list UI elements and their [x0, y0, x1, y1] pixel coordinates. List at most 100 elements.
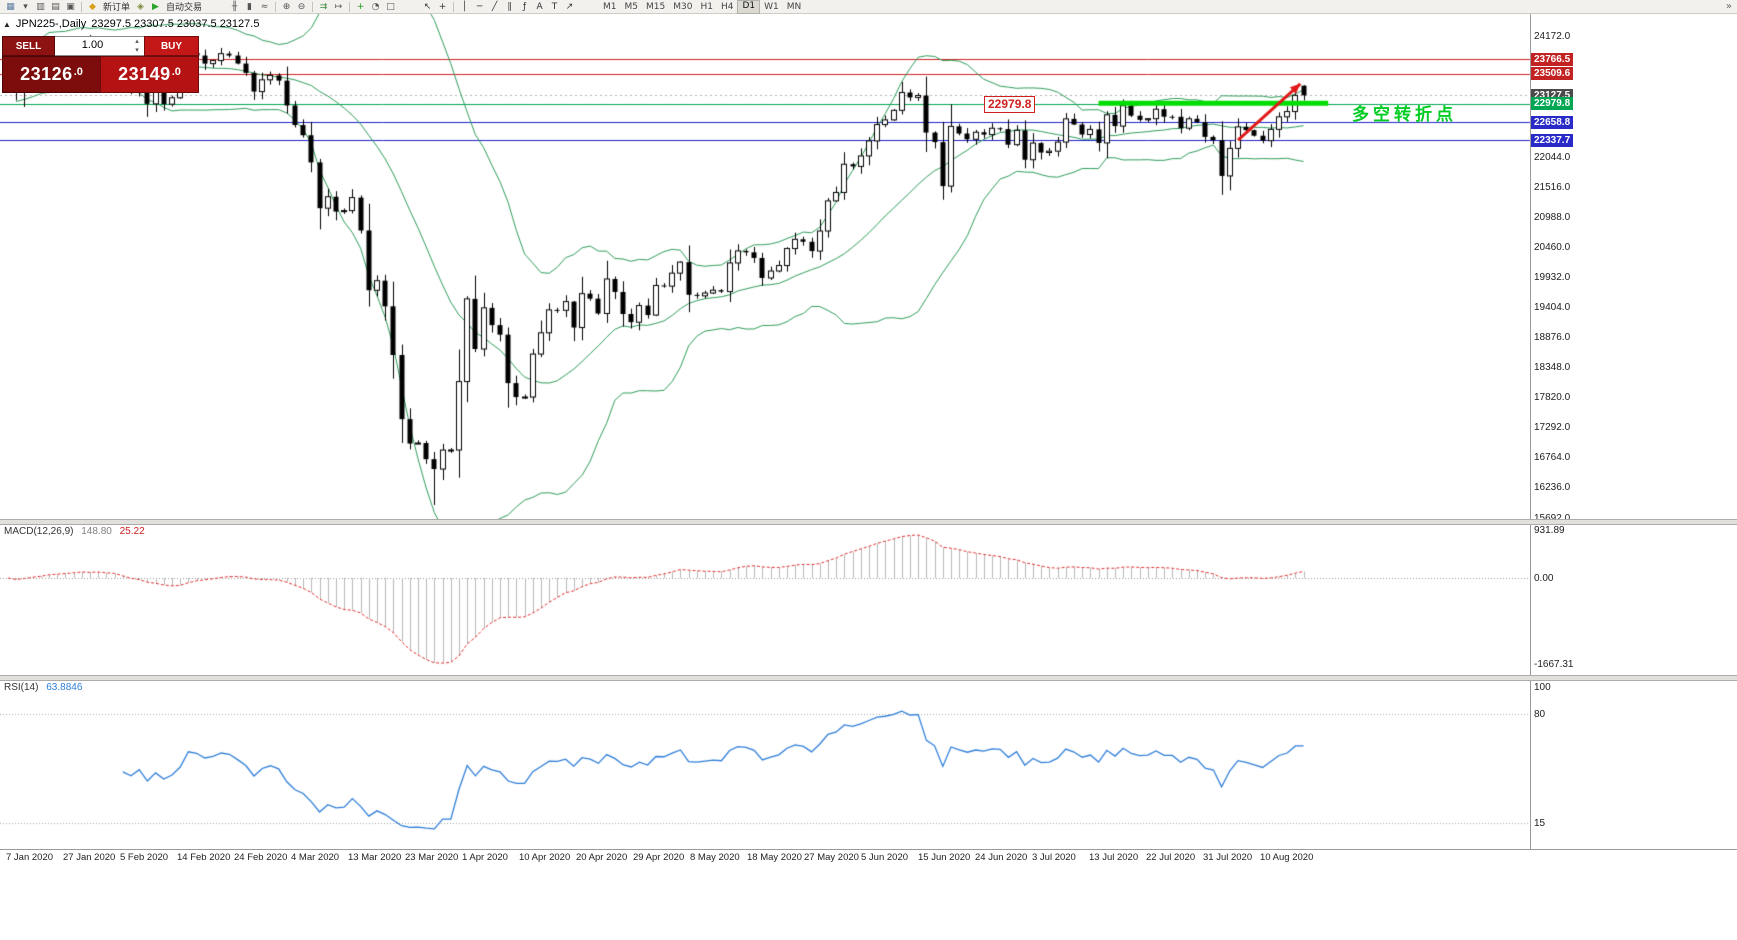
toolbar-overflow-icon[interactable]: » [1725, 1, 1732, 12]
date-label: 31 Jul 2020 [1203, 852, 1253, 863]
date-label: 29 Apr 2020 [633, 852, 685, 863]
zoom-in-icon[interactable]: ⊕ [282, 1, 291, 12]
timeframe-m1[interactable]: M1 [603, 1, 617, 12]
line-chart-icon[interactable]: ≈ [260, 1, 269, 12]
rsi-panel-splitter[interactable] [0, 675, 1737, 681]
trendline-icon[interactable]: ╱ [491, 1, 498, 12]
chart-ohlc-values: 23297.5 23307.5 23037.5 23127.5 [91, 18, 260, 30]
autotrading-button[interactable]: 自动交易 [166, 3, 203, 13]
macd-scale-top: 931.89 [1534, 525, 1565, 536]
buy-price-value: 23149 [118, 64, 171, 84]
date-label: 24 Jun 2020 [975, 852, 1028, 863]
market-watch-icon[interactable]: ▥ [36, 1, 45, 12]
rsi-scale-label: 100 [1534, 682, 1551, 693]
price-scale-label: 17292.0 [1534, 422, 1571, 434]
auto-scroll-icon[interactable]: ⇉ [319, 1, 328, 12]
collapse-panel-icon[interactable]: ▲ [3, 19, 11, 29]
metaeditor-icon[interactable]: ◈ [137, 1, 144, 12]
one-click-trading-panel: SELL 1.00 ▴ ▾ BUY 23126.0 23149.0 [2, 36, 199, 93]
price-marker-pivot-green: 22979.8 [1531, 97, 1574, 111]
timeframe-w1[interactable]: W1 [764, 1, 779, 12]
indicators-icon[interactable]: + [356, 1, 365, 12]
periods-icon[interactable]: ◔ [371, 1, 380, 12]
timeframe-m5[interactable]: M5 [624, 1, 639, 12]
volume-up-icon[interactable]: ▴ [135, 37, 139, 45]
timeframe-m30[interactable]: M30 [673, 1, 693, 12]
turning-point-label[interactable]: 多空转折点 [1352, 105, 1457, 124]
fibonacci-icon[interactable]: ƒ [522, 1, 527, 12]
navigator-icon[interactable]: ▤ [51, 1, 60, 12]
rsi-value: 63.8846 [46, 682, 83, 693]
text-icon[interactable]: A [536, 1, 543, 12]
macd-scale-zero: 0.00 [1534, 573, 1554, 584]
volume-field[interactable]: 1.00 ▴ ▾ [55, 36, 144, 56]
timeframe-m15[interactable]: M15 [646, 1, 666, 12]
sell-price-value: 23126 [20, 64, 73, 84]
text-label-icon[interactable]: T [551, 1, 558, 12]
crosshair-icon[interactable]: + [438, 1, 447, 12]
price-scale-label: 20988.0 [1534, 211, 1571, 223]
date-label: 27 May 2020 [804, 852, 859, 863]
price-scale-label: 15692.0 [1534, 513, 1570, 524]
volume-value[interactable]: 1.00 [81, 39, 104, 51]
date-label: 5 Feb 2020 [120, 852, 169, 863]
new-order-button[interactable]: 新订单 [103, 3, 131, 13]
price-scale-label: 24172.0 [1534, 31, 1571, 42]
sell-button[interactable]: SELL [2, 36, 55, 56]
price-axis-border [1530, 14, 1531, 850]
price-scale-label: 21516.0 [1534, 181, 1571, 193]
macd-signal-value: 25.22 [119, 526, 145, 537]
timeframe-h1[interactable]: H1 [700, 1, 713, 12]
sell-price-decimal: .0 [73, 65, 83, 78]
price-scale-label: 18876.0 [1534, 332, 1571, 344]
rsi-indicator-label: RSI(14) 63.8846 [4, 682, 82, 693]
sell-price-display[interactable]: 23126.0 [2, 56, 100, 93]
price-marker-resistance-upper: 23766.5 [1531, 52, 1574, 66]
buy-button[interactable]: BUY [144, 36, 199, 56]
price-scale-label: 19932.0 [1534, 271, 1571, 283]
templates-icon[interactable]: □ [386, 1, 395, 12]
price-callout-label[interactable]: 22979.8 [984, 96, 1036, 113]
price-scale-label: 19404.0 [1534, 302, 1571, 313]
toolbar-separator [312, 1, 314, 12]
price-marker-support-lower: 22337.7 [1531, 133, 1574, 147]
autotrading-icon[interactable]: ▶ [152, 1, 159, 12]
date-label: 5 Jun 2020 [861, 852, 909, 863]
horizontal-line-icon[interactable]: ─ [476, 1, 483, 12]
date-label: 10 Apr 2020 [519, 852, 571, 863]
arrows-icon[interactable]: ↗ [565, 1, 574, 12]
zoom-out-icon[interactable]: ⊖ [297, 1, 306, 12]
volume-down-icon[interactable]: ▾ [135, 46, 139, 54]
date-label: 24 Feb 2020 [234, 852, 288, 863]
timeframe-h4[interactable]: H4 [720, 1, 734, 12]
terminal-icon[interactable]: ▣ [66, 1, 75, 12]
profiles-icon[interactable]: ▾ [23, 1, 28, 12]
macd-panel-splitter[interactable] [0, 519, 1737, 525]
buy-price-display[interactable]: 23149.0 [100, 56, 199, 93]
time-axis-border [0, 849, 1737, 850]
price-scale-label: 16236.0 [1534, 482, 1571, 494]
channel-icon[interactable]: ∥ [507, 1, 512, 12]
price-scale-label: 20460.0 [1534, 241, 1571, 253]
cursor-icon[interactable]: ↖ [423, 1, 432, 12]
candlestick-chart-icon[interactable]: ▮ [247, 1, 252, 12]
bar-chart-icon[interactable]: ╫ [231, 1, 238, 12]
timeframe-d1[interactable]: D1 [737, 0, 761, 14]
date-label: 7 Jan 2020 [6, 852, 54, 863]
vertical-line-icon[interactable]: │ [461, 1, 468, 12]
timeframe-mn[interactable]: MN [786, 1, 802, 12]
new-chart-icon[interactable]: ▦ [6, 1, 15, 12]
price-scale-label: 18348.0 [1534, 362, 1571, 374]
trade-panel-prices: 23126.0 23149.0 [2, 56, 199, 93]
price-scale-label: 17820.0 [1534, 392, 1571, 404]
chart-shift-icon[interactable]: ↦ [334, 1, 343, 12]
chart-symbol-period: JPN225-,Daily [15, 18, 87, 30]
macd-main-value: 148.80 [81, 526, 112, 537]
price-scale-label: 16764.0 [1534, 452, 1571, 464]
toolbar-separator [275, 1, 277, 12]
price-scale-label: 22044.0 [1534, 151, 1571, 163]
new-order-icon[interactable]: ◆ [89, 1, 96, 12]
date-label: 27 Jan 2020 [63, 852, 116, 863]
chart-title-bar: ▲ JPN225-,Daily 23297.5 23307.5 23037.5 … [3, 18, 259, 30]
